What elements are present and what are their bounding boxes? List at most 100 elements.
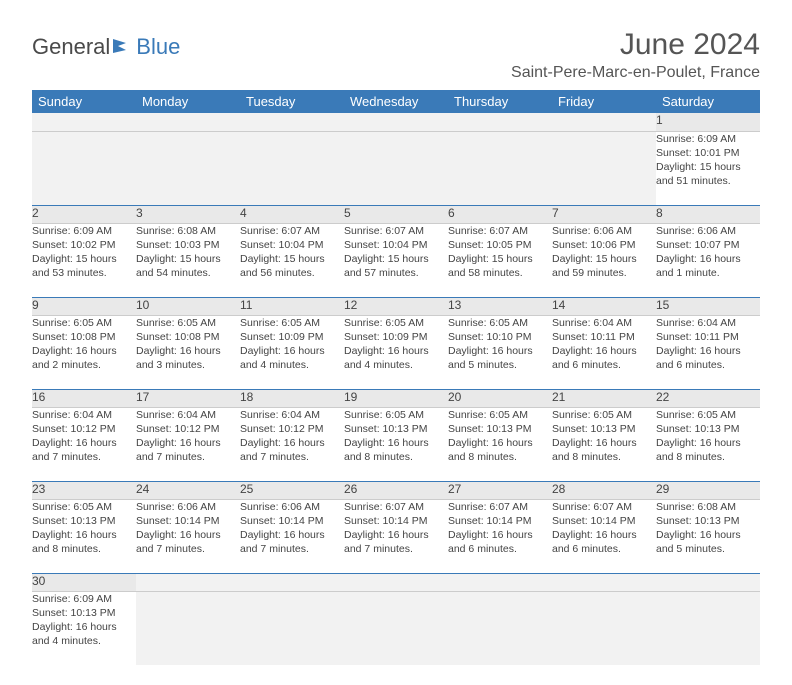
day-number-cell: 6 (448, 205, 552, 223)
day-detail-text: Sunrise: 6:09 AM Sunset: 10:01 PM Daylig… (656, 132, 760, 189)
day-number-cell (448, 573, 552, 591)
daynum-row: 1 (32, 113, 760, 131)
day-number-cell (552, 113, 656, 131)
day-content-cell (344, 131, 448, 205)
day-detail-text: Sunrise: 6:04 AM Sunset: 10:12 PM Daylig… (136, 408, 240, 465)
day-number-cell (344, 573, 448, 591)
day-content-cell: Sunrise: 6:05 AM Sunset: 10:08 PM Daylig… (136, 315, 240, 389)
day-detail-text: Sunrise: 6:05 AM Sunset: 10:13 PM Daylig… (656, 408, 760, 465)
day-number-cell: 25 (240, 481, 344, 499)
day-number-cell: 9 (32, 297, 136, 315)
day-number-cell: 3 (136, 205, 240, 223)
content-row: Sunrise: 6:05 AM Sunset: 10:13 PM Daylig… (32, 499, 760, 573)
day-number-cell: 5 (344, 205, 448, 223)
calendar-table: Sunday Monday Tuesday Wednesday Thursday… (32, 90, 760, 665)
day-content-cell: Sunrise: 6:04 AM Sunset: 10:12 PM Daylig… (136, 407, 240, 481)
day-number-cell (136, 573, 240, 591)
day-content-cell: Sunrise: 6:06 AM Sunset: 10:14 PM Daylig… (136, 499, 240, 573)
day-number-cell: 21 (552, 389, 656, 407)
day-number-cell (344, 113, 448, 131)
day-content-cell (240, 131, 344, 205)
day-detail-text: Sunrise: 6:05 AM Sunset: 10:09 PM Daylig… (344, 316, 448, 373)
day-detail-text: Sunrise: 6:05 AM Sunset: 10:13 PM Daylig… (448, 408, 552, 465)
day-detail-text: Sunrise: 6:08 AM Sunset: 10:03 PM Daylig… (136, 224, 240, 281)
day-number-cell (240, 113, 344, 131)
day-number-cell: 22 (656, 389, 760, 407)
day-content-cell (136, 591, 240, 665)
day-content-cell (448, 131, 552, 205)
daynum-row: 9101112131415 (32, 297, 760, 315)
day-number-cell (448, 113, 552, 131)
day-content-cell: Sunrise: 6:09 AM Sunset: 10:02 PM Daylig… (32, 223, 136, 297)
day-number-cell: 4 (240, 205, 344, 223)
title-block: June 2024 Saint-Pere-Marc-en-Poulet, Fra… (511, 28, 760, 82)
day-number-cell: 24 (136, 481, 240, 499)
day-content-cell: Sunrise: 6:04 AM Sunset: 10:11 PM Daylig… (552, 315, 656, 389)
day-number-cell: 18 (240, 389, 344, 407)
day-detail-text: Sunrise: 6:05 AM Sunset: 10:10 PM Daylig… (448, 316, 552, 373)
day-content-cell: Sunrise: 6:07 AM Sunset: 10:05 PM Daylig… (448, 223, 552, 297)
daynum-row: 30 (32, 573, 760, 591)
day-content-cell: Sunrise: 6:06 AM Sunset: 10:06 PM Daylig… (552, 223, 656, 297)
day-number-cell: 1 (656, 113, 760, 131)
weekday-header: Sunday (32, 90, 136, 113)
day-detail-text: Sunrise: 6:05 AM Sunset: 10:08 PM Daylig… (136, 316, 240, 373)
day-content-cell: Sunrise: 6:05 AM Sunset: 10:13 PM Daylig… (32, 499, 136, 573)
daynum-row: 16171819202122 (32, 389, 760, 407)
day-content-cell: Sunrise: 6:04 AM Sunset: 10:11 PM Daylig… (656, 315, 760, 389)
day-number-cell: 30 (32, 573, 136, 591)
day-content-cell: Sunrise: 6:07 AM Sunset: 10:04 PM Daylig… (240, 223, 344, 297)
day-number-cell: 26 (344, 481, 448, 499)
day-number-cell (240, 573, 344, 591)
weekday-header-row: Sunday Monday Tuesday Wednesday Thursday… (32, 90, 760, 113)
location-text: Saint-Pere-Marc-en-Poulet, France (511, 64, 760, 82)
day-detail-text: Sunrise: 6:07 AM Sunset: 10:14 PM Daylig… (344, 500, 448, 557)
day-detail-text: Sunrise: 6:07 AM Sunset: 10:04 PM Daylig… (344, 224, 448, 281)
day-detail-text: Sunrise: 6:04 AM Sunset: 10:11 PM Daylig… (656, 316, 760, 373)
page-title: June 2024 (511, 28, 760, 62)
day-content-cell (136, 131, 240, 205)
day-detail-text: Sunrise: 6:07 AM Sunset: 10:04 PM Daylig… (240, 224, 344, 281)
calendar-body: 1Sunrise: 6:09 AM Sunset: 10:01 PM Dayli… (32, 113, 760, 665)
day-content-cell: Sunrise: 6:05 AM Sunset: 10:09 PM Daylig… (344, 315, 448, 389)
logo-text-blue: Blue (136, 34, 180, 60)
day-detail-text: Sunrise: 6:05 AM Sunset: 10:13 PM Daylig… (552, 408, 656, 465)
day-detail-text: Sunrise: 6:07 AM Sunset: 10:05 PM Daylig… (448, 224, 552, 281)
content-row: Sunrise: 6:09 AM Sunset: 10:02 PM Daylig… (32, 223, 760, 297)
daynum-row: 2345678 (32, 205, 760, 223)
day-detail-text: Sunrise: 6:06 AM Sunset: 10:07 PM Daylig… (656, 224, 760, 281)
day-detail-text: Sunrise: 6:04 AM Sunset: 10:12 PM Daylig… (240, 408, 344, 465)
day-content-cell: Sunrise: 6:09 AM Sunset: 10:01 PM Daylig… (656, 131, 760, 205)
day-number-cell: 20 (448, 389, 552, 407)
day-content-cell: Sunrise: 6:05 AM Sunset: 10:10 PM Daylig… (448, 315, 552, 389)
day-content-cell: Sunrise: 6:05 AM Sunset: 10:08 PM Daylig… (32, 315, 136, 389)
day-number-cell: 14 (552, 297, 656, 315)
day-content-cell: Sunrise: 6:04 AM Sunset: 10:12 PM Daylig… (240, 407, 344, 481)
day-number-cell: 7 (552, 205, 656, 223)
day-content-cell: Sunrise: 6:05 AM Sunset: 10:09 PM Daylig… (240, 315, 344, 389)
day-content-cell: Sunrise: 6:06 AM Sunset: 10:07 PM Daylig… (656, 223, 760, 297)
day-content-cell: Sunrise: 6:04 AM Sunset: 10:12 PM Daylig… (32, 407, 136, 481)
day-detail-text: Sunrise: 6:05 AM Sunset: 10:13 PM Daylig… (32, 500, 136, 557)
day-number-cell: 11 (240, 297, 344, 315)
day-detail-text: Sunrise: 6:05 AM Sunset: 10:08 PM Daylig… (32, 316, 136, 373)
day-content-cell: Sunrise: 6:09 AM Sunset: 10:13 PM Daylig… (32, 591, 136, 665)
day-number-cell: 15 (656, 297, 760, 315)
day-number-cell: 29 (656, 481, 760, 499)
weekday-header: Monday (136, 90, 240, 113)
weekday-header: Tuesday (240, 90, 344, 113)
weekday-header: Thursday (448, 90, 552, 113)
day-number-cell: 17 (136, 389, 240, 407)
weekday-header: Friday (552, 90, 656, 113)
day-detail-text: Sunrise: 6:09 AM Sunset: 10:02 PM Daylig… (32, 224, 136, 281)
day-number-cell: 23 (32, 481, 136, 499)
day-content-cell: Sunrise: 6:07 AM Sunset: 10:14 PM Daylig… (552, 499, 656, 573)
day-content-cell: Sunrise: 6:05 AM Sunset: 10:13 PM Daylig… (448, 407, 552, 481)
logo-flag-icon (112, 38, 134, 54)
day-number-cell (656, 573, 760, 591)
weekday-header: Wednesday (344, 90, 448, 113)
day-content-cell: Sunrise: 6:05 AM Sunset: 10:13 PM Daylig… (552, 407, 656, 481)
day-number-cell: 8 (656, 205, 760, 223)
day-number-cell: 16 (32, 389, 136, 407)
day-number-cell (136, 113, 240, 131)
